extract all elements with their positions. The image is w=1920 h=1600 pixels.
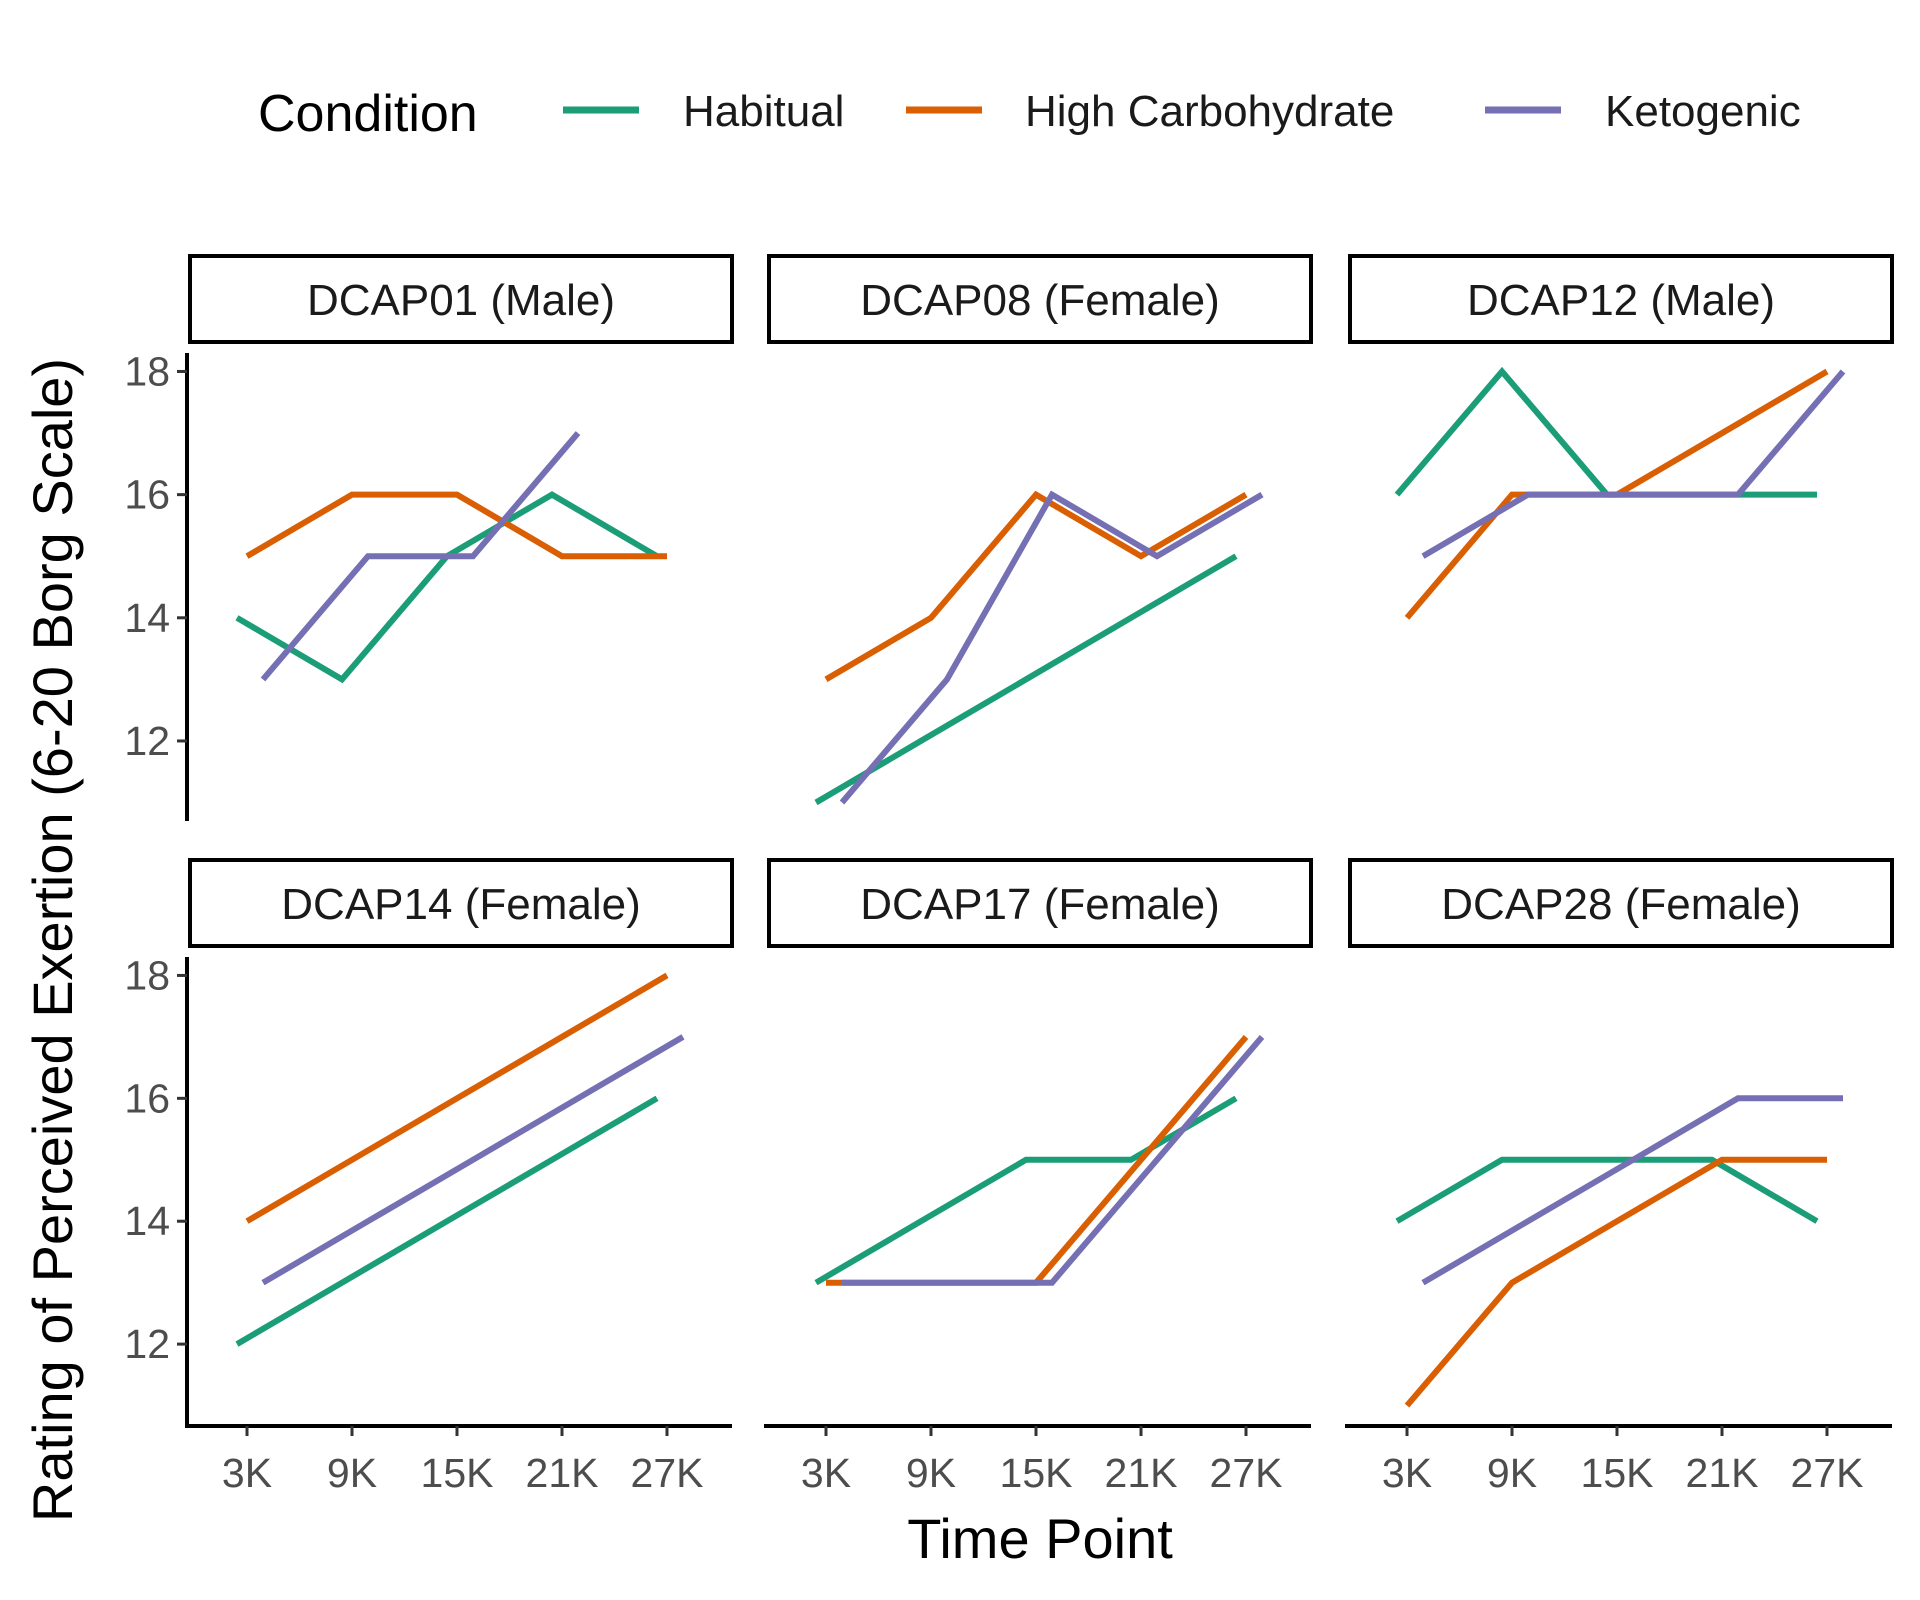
panel: DCAP08 (Female) bbox=[767, 254, 1313, 806]
panels: DCAP01 (Male) 12 14 16 18 DCAP08 (Female) DCAP… bbox=[124, 254, 1894, 1496]
panel-strip-label: DCAP01 (Male) bbox=[307, 276, 615, 325]
y-tick-label: 16 bbox=[124, 1075, 170, 1121]
y-tick-label: 18 bbox=[124, 952, 170, 998]
series-line bbox=[260, 431, 581, 682]
series-line bbox=[814, 553, 1238, 806]
panel-strip bbox=[188, 254, 734, 344]
y-tick-label: 16 bbox=[124, 472, 170, 518]
legend-items: Habitual High Carbohydrate Ketogenic bbox=[563, 87, 1801, 136]
series-line bbox=[1395, 1156, 1819, 1224]
x-tick-label: 3K bbox=[222, 1450, 272, 1496]
panel: DCAP14 (Female) 12 14 16 18 3K 9K 15K 21K 27K bbox=[124, 858, 734, 1496]
series-line bbox=[814, 1095, 1238, 1286]
legend-item: Ketogenic bbox=[1485, 87, 1801, 136]
panel-strip bbox=[1348, 254, 1894, 344]
panel: DCAP28 (Female) 3K 9K 15K 21K 27K bbox=[1345, 858, 1894, 1496]
panel-strip bbox=[1348, 858, 1894, 948]
panel: DCAP17 (Female) 3K 9K 15K 21K 27K bbox=[764, 858, 1313, 1496]
y-tick-label: 14 bbox=[124, 1198, 170, 1244]
panel-strip-label: DCAP17 (Female) bbox=[860, 880, 1219, 929]
panel-strip-label: DCAP14 (Female) bbox=[281, 880, 640, 929]
x-tick-label: 27K bbox=[1791, 1450, 1864, 1496]
series-line bbox=[824, 490, 1248, 682]
legend-label: High Carbohydrate bbox=[1025, 87, 1394, 136]
panel-strip bbox=[767, 858, 1313, 948]
series-line bbox=[245, 491, 667, 560]
series-line bbox=[261, 1034, 685, 1286]
y-tick-label: 18 bbox=[124, 348, 170, 394]
panel: DCAP01 (Male) 12 14 16 18 bbox=[124, 254, 734, 821]
x-tick-label: 27K bbox=[631, 1450, 704, 1496]
y-tick-label: 12 bbox=[124, 718, 170, 764]
series-line bbox=[839, 490, 1264, 805]
x-tick-label: 3K bbox=[1382, 1450, 1432, 1496]
series-line bbox=[235, 1095, 659, 1347]
x-tick-label: 21K bbox=[1686, 1450, 1759, 1496]
x-tick-label: 15K bbox=[421, 1450, 494, 1496]
y-tick-label: 14 bbox=[124, 595, 170, 641]
x-tick-label: 15K bbox=[1581, 1450, 1654, 1496]
x-tick-label: 27K bbox=[1210, 1450, 1283, 1496]
legend-item: Habitual bbox=[563, 87, 844, 136]
x-tick-label: 15K bbox=[1000, 1450, 1073, 1496]
series-line bbox=[245, 972, 669, 1224]
panel-strip bbox=[188, 858, 734, 948]
x-tick-label: 21K bbox=[526, 1450, 599, 1496]
x-tick-label: 9K bbox=[1487, 1450, 1537, 1496]
x-tick-label: 9K bbox=[906, 1450, 956, 1496]
series-line bbox=[1404, 1156, 1827, 1408]
legend-label: Habitual bbox=[683, 87, 844, 136]
panel-strip-label: DCAP28 (Female) bbox=[1441, 880, 1800, 929]
panel-strip bbox=[767, 254, 1313, 344]
y-axis-title: Rating of Perceived Exertion (6-20 Borg … bbox=[21, 358, 84, 1522]
x-tick-label: 3K bbox=[801, 1450, 851, 1496]
y-tick-label: 12 bbox=[124, 1321, 170, 1367]
legend-label: Ketogenic bbox=[1605, 87, 1801, 136]
legend-title: Condition bbox=[258, 85, 478, 143]
x-tick-label: 21K bbox=[1105, 1450, 1178, 1496]
series-line bbox=[842, 1034, 1265, 1286]
panel-strip-label: DCAP08 (Female) bbox=[860, 276, 1219, 325]
panel: DCAP12 (Male) bbox=[1348, 254, 1894, 620]
series-line bbox=[1421, 1095, 1843, 1286]
x-tick-label: 9K bbox=[327, 1450, 377, 1496]
panel-strip-label: DCAP12 (Male) bbox=[1467, 276, 1775, 325]
legend-item: High Carbohydrate bbox=[906, 87, 1394, 136]
series-line bbox=[1421, 369, 1846, 559]
legend: Condition Habitual High Carbohydrate Ketog… bbox=[258, 85, 1801, 143]
x-axis-title: Time Point bbox=[907, 1507, 1173, 1570]
